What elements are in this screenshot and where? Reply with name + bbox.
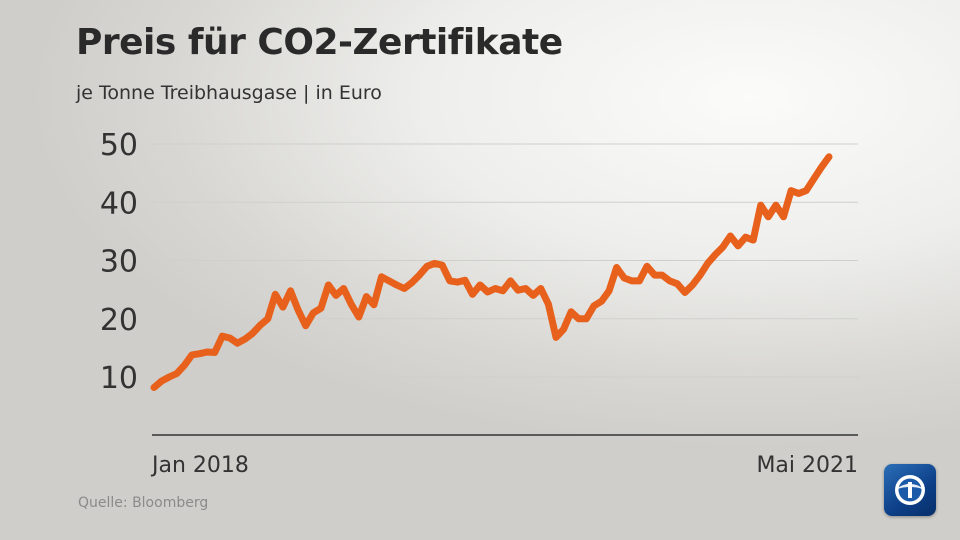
- y-tick-label: 40: [100, 186, 138, 221]
- y-tick-label: 30: [100, 245, 138, 280]
- x-tick-label: Jan 2018: [150, 453, 249, 478]
- x-tick-labels: Jan 2018 Mai 2021: [150, 453, 858, 478]
- y-tick-labels: 10 20 30 40 50: [100, 128, 138, 396]
- chart-subtitle: je Tonne Treibhausgase | in Euro: [76, 82, 382, 104]
- source-note: Quelle: Bloomberg: [78, 495, 209, 511]
- tagesschau-logo-icon: [884, 464, 936, 516]
- series-layer: [150, 153, 833, 391]
- chart-title: Preis für CO2-Zertifikate: [76, 22, 563, 63]
- y-tick-label: 20: [100, 303, 138, 338]
- series-line: [150, 153, 833, 391]
- grid-lines: [152, 143, 858, 378]
- y-tick-label: 10: [100, 361, 138, 396]
- y-tick-label: 50: [100, 128, 138, 163]
- x-tick-label: Mai 2021: [756, 453, 858, 478]
